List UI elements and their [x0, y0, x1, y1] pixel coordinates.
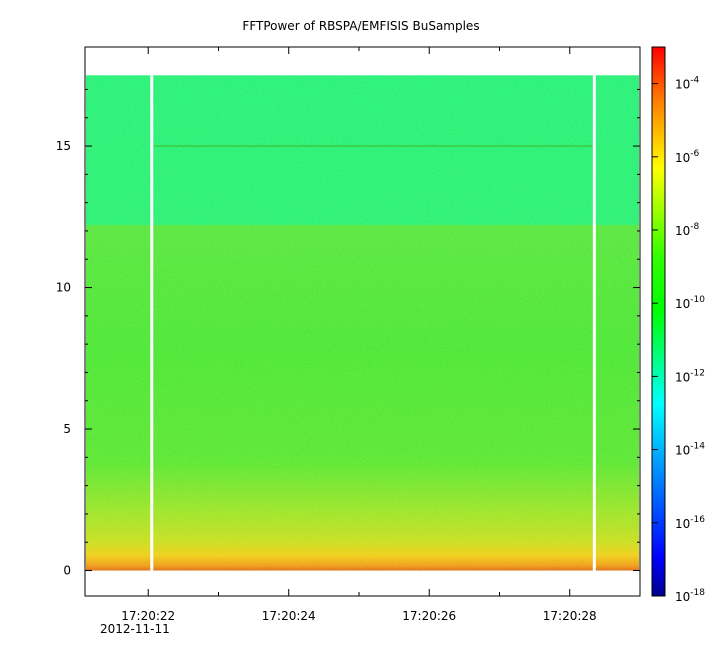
x-tick-label: 17:20:28	[543, 609, 597, 623]
plot-frame	[84, 46, 641, 597]
data-gap-1	[592, 75, 596, 571]
colorbar-tick-label: 10-16	[675, 515, 705, 531]
colorbar-tick-label: 10-8	[675, 222, 700, 238]
y-axis: 0 5 10 15	[56, 88, 640, 578]
spectrogram-texture	[86, 75, 639, 571]
spectral-line-15	[153, 145, 593, 148]
y-tick-label: 5	[63, 422, 71, 436]
x-axis: 17:20:22 17:20:24 17:20:26 17:20:28	[121, 47, 597, 623]
data-gaps	[150, 75, 596, 571]
colorbar-tick-label: 10-14	[675, 442, 705, 458]
y-tick-label: 0	[63, 564, 71, 578]
colorbar-gradient	[651, 46, 666, 597]
x-tick-label: 17:20:24	[262, 609, 316, 623]
x-date-label: 2012-11-11	[100, 622, 170, 636]
data-gap-0	[150, 75, 154, 571]
plot-area	[84, 46, 641, 597]
colorbar-tick-label: 10-6	[675, 149, 700, 165]
x-tick-label: 17:20:26	[402, 609, 456, 623]
y-tick-label: 10	[56, 281, 71, 295]
colorbar-tick-label: 10-4	[675, 76, 700, 92]
colorbar: 10-4 10-6 10-8 10-10 10-12 10-14 10-16 10-18	[651, 46, 705, 604]
y-tick-label: 15	[56, 139, 71, 153]
colorbar-ticks: 10-4 10-6 10-8 10-10 10-12 10-14 10-16 10-18	[652, 76, 705, 604]
colorbar-tick-label: 10-12	[675, 368, 705, 384]
chart-title: FFTPower of RBSPA/EMFISIS BuSamples	[242, 19, 479, 33]
colorbar-tick-label: 10-10	[675, 295, 705, 311]
x-tick-label: 17:20:22	[121, 609, 175, 623]
colorbar-tick-label: 10-18	[675, 588, 705, 604]
